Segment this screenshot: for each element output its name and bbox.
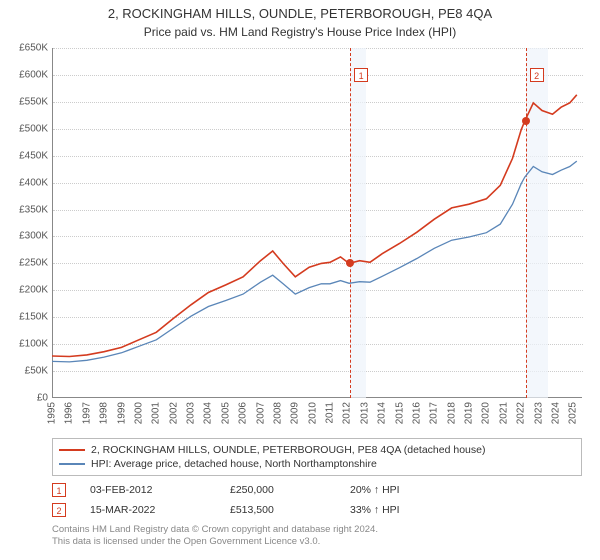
x-tick-label: 2014 <box>377 402 388 424</box>
x-tick-label: 1997 <box>81 402 92 424</box>
y-tick-label: £600K <box>2 69 48 80</box>
sale-date: 03-FEB-2012 <box>90 484 220 496</box>
x-tick-label: 2024 <box>550 402 561 424</box>
y-tick-label: £100K <box>2 339 48 350</box>
sales-table: 1 03-FEB-2012 £250,000 20% ↑ HPI 2 15-MA… <box>52 480 582 520</box>
x-tick-label: 2020 <box>481 402 492 424</box>
x-tick-label: 2003 <box>186 402 197 424</box>
sale-badge: 2 <box>52 503 66 517</box>
x-tick-label: 1998 <box>99 402 110 424</box>
y-tick-label: £50K <box>2 366 48 377</box>
sale-pct: 20% ↑ HPI <box>350 484 470 496</box>
x-tick-label: 2012 <box>342 402 353 424</box>
x-tick-label: 2013 <box>359 402 370 424</box>
x-tick-label: 2000 <box>133 402 144 424</box>
x-tick-label: 2018 <box>446 402 457 424</box>
legend-label: 2, ROCKINGHAM HILLS, OUNDLE, PETERBOROUG… <box>91 444 485 456</box>
legend-item-hpi: HPI: Average price, detached house, Nort… <box>59 457 575 471</box>
x-tick-label: 1995 <box>47 402 58 424</box>
line-series-svg <box>52 48 582 398</box>
title-sub: Price paid vs. HM Land Registry's House … <box>10 25 590 39</box>
x-tick-label: 2001 <box>151 402 162 424</box>
sale-date: 15-MAR-2022 <box>90 504 220 516</box>
x-tick-label: 2017 <box>429 402 440 424</box>
legend-swatch <box>59 449 85 451</box>
x-tick-label: 2025 <box>568 402 579 424</box>
y-tick-label: £350K <box>2 204 48 215</box>
y-tick-label: £500K <box>2 123 48 134</box>
legend-swatch <box>59 463 85 465</box>
title-block: 2, ROCKINGHAM HILLS, OUNDLE, PETERBOROUG… <box>0 0 600 41</box>
footer-line2: This data is licensed under the Open Gov… <box>52 536 582 548</box>
x-tick-label: 2021 <box>498 402 509 424</box>
sale-pct: 33% ↑ HPI <box>350 504 470 516</box>
x-tick-label: 2019 <box>464 402 475 424</box>
sale-badge: 1 <box>52 483 66 497</box>
y-tick-label: £550K <box>2 96 48 107</box>
x-tick-label: 2008 <box>272 402 283 424</box>
x-tick-label: 2023 <box>533 402 544 424</box>
x-tick-label: 1996 <box>64 402 75 424</box>
sale-row: 2 15-MAR-2022 £513,500 33% ↑ HPI <box>52 500 582 520</box>
x-tick-label: 2009 <box>290 402 301 424</box>
sale-row: 1 03-FEB-2012 £250,000 20% ↑ HPI <box>52 480 582 500</box>
x-tick-label: 1999 <box>116 402 127 424</box>
y-tick-label: £400K <box>2 177 48 188</box>
x-tick-label: 2022 <box>516 402 527 424</box>
y-tick-label: £450K <box>2 150 48 161</box>
x-tick-label: 2015 <box>394 402 405 424</box>
legend-item-property: 2, ROCKINGHAM HILLS, OUNDLE, PETERBOROUG… <box>59 443 575 457</box>
footer: Contains HM Land Registry data © Crown c… <box>52 524 582 548</box>
x-tick-label: 2005 <box>220 402 231 424</box>
x-tick-label: 2004 <box>203 402 214 424</box>
legend-label: HPI: Average price, detached house, Nort… <box>91 458 377 470</box>
x-tick-label: 2011 <box>325 402 336 424</box>
y-tick-label: £650K <box>2 43 48 54</box>
x-tick-label: 2010 <box>307 402 318 424</box>
sale-price: £513,500 <box>230 504 340 516</box>
chart-container: 2, ROCKINGHAM HILLS, OUNDLE, PETERBOROUG… <box>0 0 600 560</box>
x-tick-label: 2007 <box>255 402 266 424</box>
x-tick-label: 2002 <box>168 402 179 424</box>
footer-line1: Contains HM Land Registry data © Crown c… <box>52 524 582 536</box>
chart-area: 12 £0£50K£100K£150K£200K£250K£300K£350K£… <box>52 48 582 398</box>
sale-price: £250,000 <box>230 484 340 496</box>
x-tick-label: 2016 <box>411 402 422 424</box>
y-tick-label: £250K <box>2 258 48 269</box>
y-tick-label: £300K <box>2 231 48 242</box>
legend: 2, ROCKINGHAM HILLS, OUNDLE, PETERBOROUG… <box>52 438 582 476</box>
x-tick-label: 2006 <box>238 402 249 424</box>
y-tick-label: £150K <box>2 312 48 323</box>
series-hpi <box>52 161 577 362</box>
y-tick-label: £0 <box>2 393 48 404</box>
y-tick-label: £200K <box>2 285 48 296</box>
title-main: 2, ROCKINGHAM HILLS, OUNDLE, PETERBOROUG… <box>10 6 590 21</box>
